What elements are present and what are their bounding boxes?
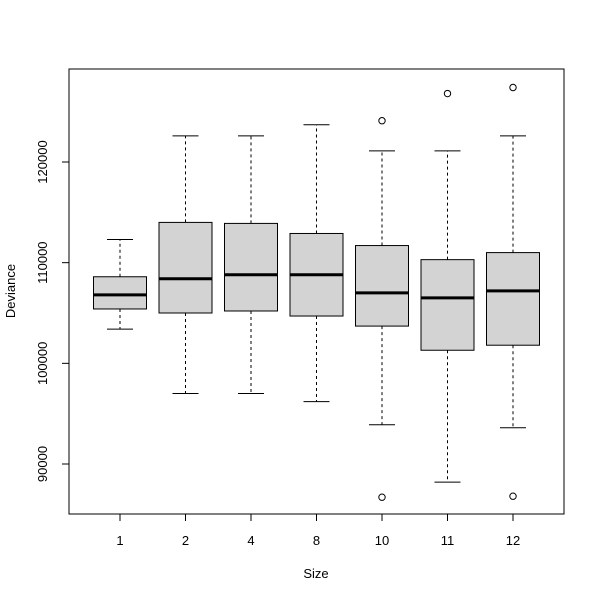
outlier-point <box>378 493 386 501</box>
outlier-point <box>509 492 517 500</box>
box-12 <box>486 83 540 500</box>
x-tick-label: 1 <box>116 533 123 548</box>
y-axis-label: Deviance <box>3 264 18 318</box>
box-10 <box>355 117 409 501</box>
outlier-point <box>378 117 386 125</box>
iqr-box <box>93 276 147 310</box>
iqr-box <box>158 221 213 314</box>
iqr-box <box>420 259 475 351</box>
box-1 <box>93 239 147 330</box>
x-tick-label: 12 <box>506 533 520 548</box>
x-axis: 1 2 4 8 10 11 12 <box>116 513 520 548</box>
x-tick-label: 11 <box>441 533 455 548</box>
y-tick-label: 90000 <box>35 446 50 482</box>
x-tick-label: 2 <box>182 533 189 548</box>
box-11 <box>420 89 475 483</box>
y-tick-label: 100000 <box>35 342 50 385</box>
x-tick-label: 4 <box>247 533 254 548</box>
x-tick-label: 8 <box>313 533 320 548</box>
iqr-box <box>355 245 409 327</box>
y-tick-label: 120000 <box>35 140 50 183</box>
box-4 <box>224 135 278 395</box>
box-2 <box>158 135 213 395</box>
boxes-layer <box>93 83 540 501</box>
x-axis-label: Size <box>303 566 328 581</box>
y-tick-label: 110000 <box>35 241 50 283</box>
outlier-point <box>509 83 517 92</box>
x-tick-label: 10 <box>375 533 389 548</box>
iqr-box <box>486 252 540 346</box>
iqr-box <box>224 222 278 312</box>
box-8 <box>289 124 344 403</box>
y-axis: 90000 100000 110000 120000 <box>35 140 70 482</box>
outlier-point <box>443 89 452 98</box>
